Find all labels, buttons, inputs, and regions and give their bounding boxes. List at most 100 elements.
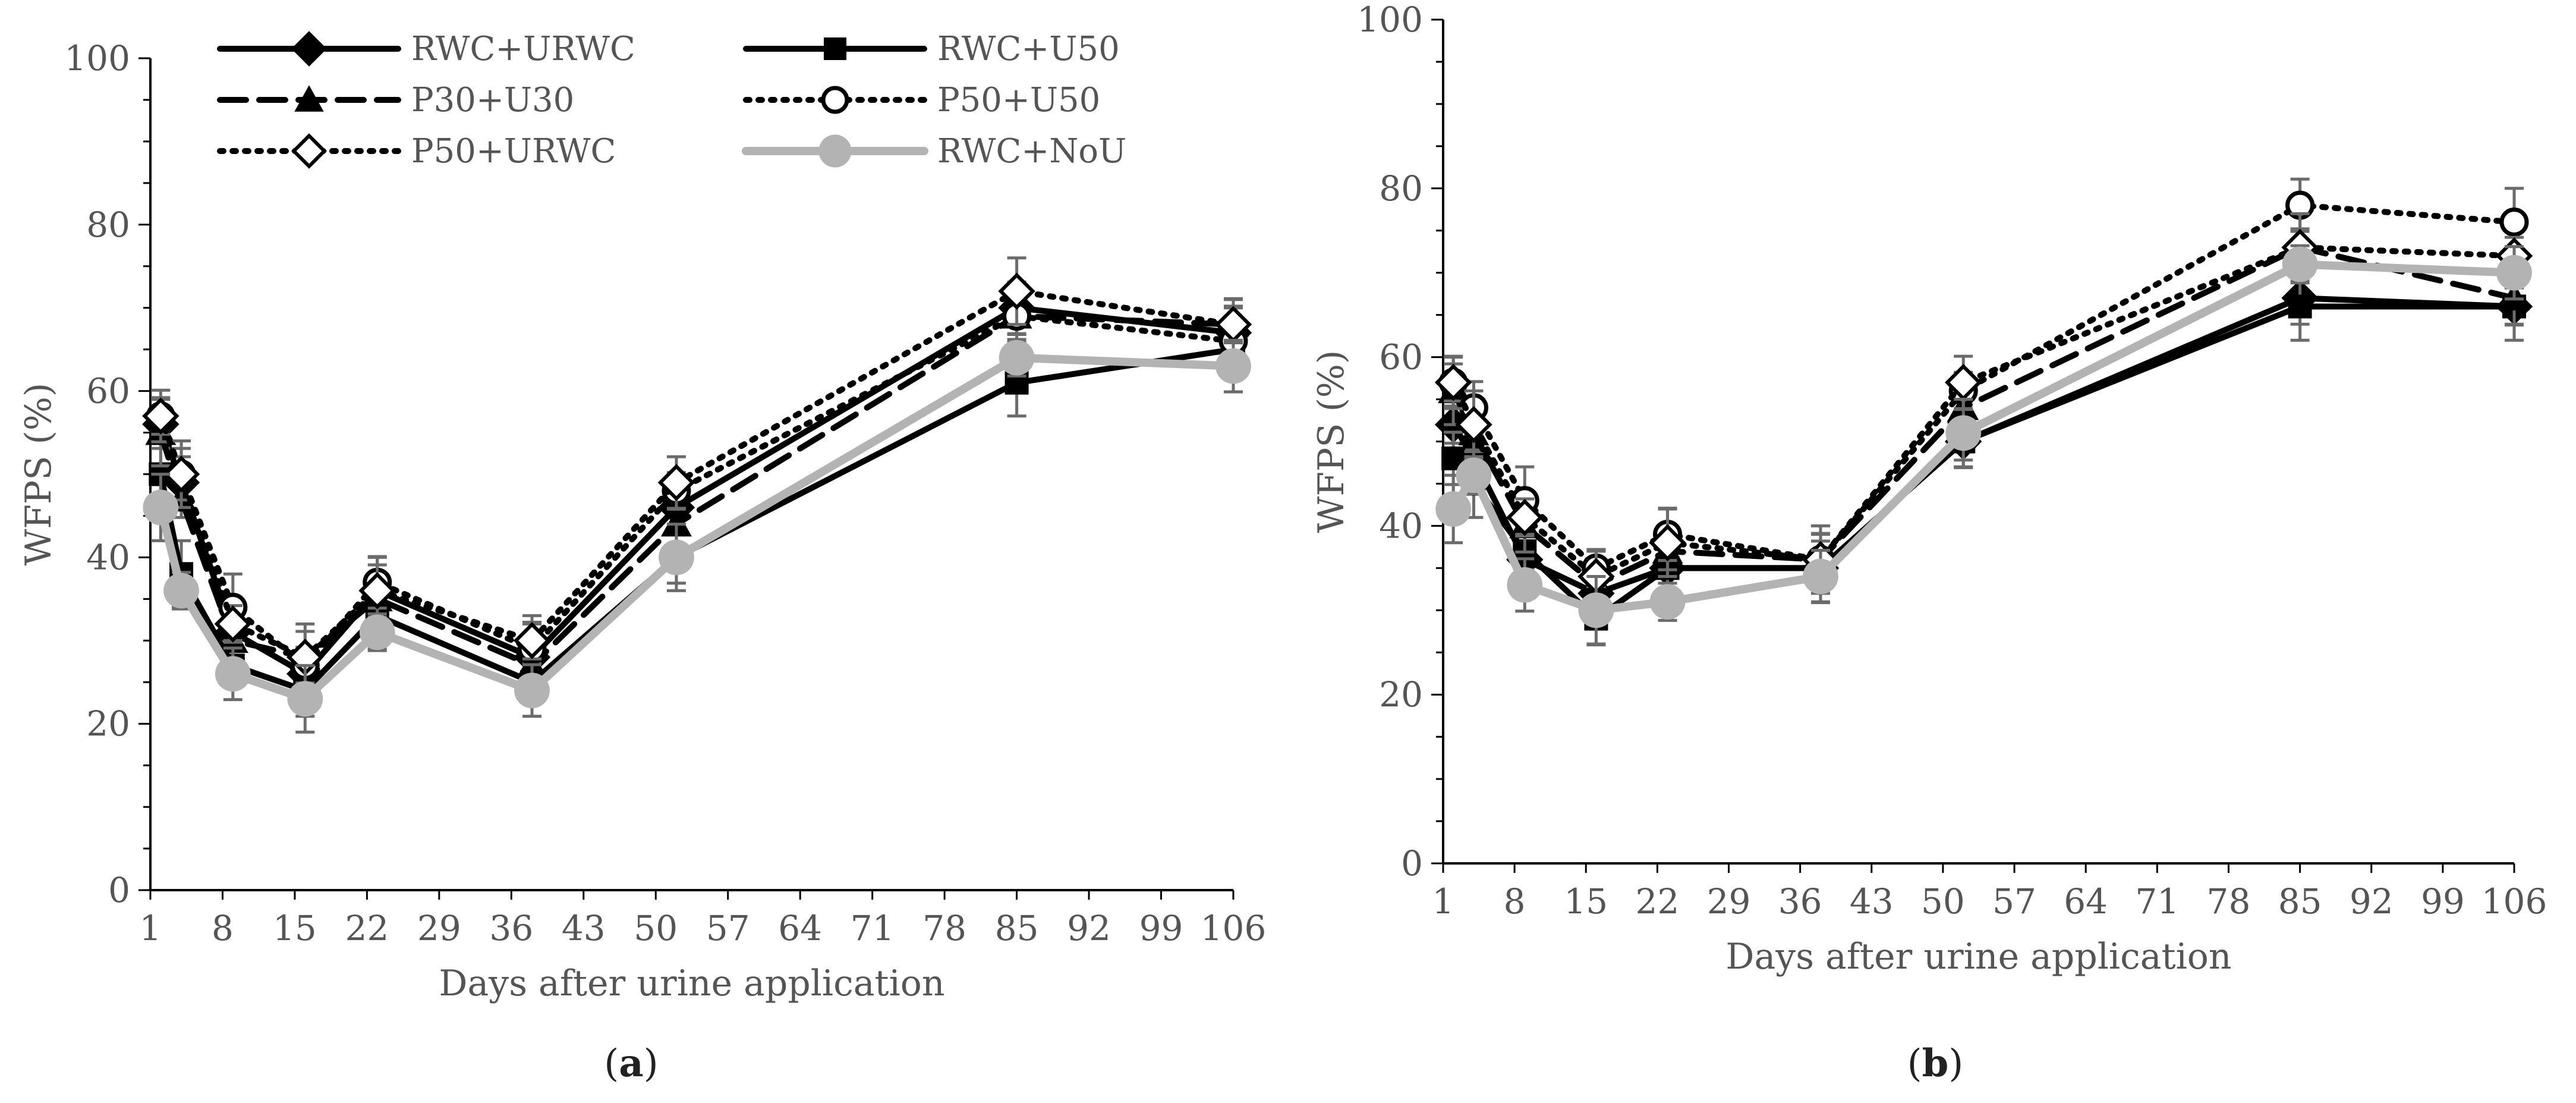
x-tick-label: 43 (1850, 881, 1894, 922)
x-tick-label: 29 (417, 908, 461, 948)
x-tick-label: 29 (1707, 881, 1751, 922)
x-tick-label: 36 (1778, 881, 1822, 922)
x-tick-label: 43 (562, 908, 606, 948)
legend-marker (821, 86, 849, 114)
data-point (1456, 457, 1492, 494)
data-point (998, 272, 1035, 310)
series-line (158, 313, 1236, 669)
panel-b-label-close: ) (1948, 1042, 1963, 1086)
panel-a-label-close: ) (644, 1042, 659, 1086)
x-tick-label: 1 (140, 908, 162, 948)
y-tick-label: 100 (64, 38, 130, 78)
x-tick-label: 78 (2207, 881, 2251, 922)
x-tick-label: 85 (995, 908, 1039, 948)
data-point (162, 455, 200, 493)
legend-marker (291, 31, 327, 67)
data-point (1803, 558, 1838, 595)
legend-item-rwc-nou: RWC+NoU (742, 132, 1126, 171)
x-tick-label: 106 (1201, 908, 1267, 948)
legend-label: P50+URWC (411, 132, 616, 171)
data-point (287, 681, 323, 717)
y-tick-label: 100 (1357, 0, 1423, 40)
series-line (1450, 295, 2517, 596)
x-tick-label: 78 (922, 908, 966, 948)
legend-marker (818, 134, 852, 168)
series-line (1450, 244, 2517, 580)
series-rwc-nou (1435, 244, 2532, 646)
series-line (158, 288, 1236, 661)
legend-marker (294, 85, 324, 112)
legend-item-p30-u30: P30+U30 (217, 81, 574, 120)
data-point (214, 605, 252, 643)
x-tick-label: 64 (2064, 881, 2108, 922)
legend-label: P30+U30 (411, 81, 574, 120)
legend-label: RWC+U50 (937, 30, 1120, 68)
legend-label: RWC+URWC (411, 30, 635, 68)
y-tick-label: 20 (86, 703, 130, 744)
data-point (359, 614, 395, 651)
x-tick-label: 71 (851, 908, 895, 948)
legend-marker (824, 37, 846, 60)
panel-b-label: (b) (1907, 1041, 1964, 1086)
x-tick-label: 1 (1432, 881, 1454, 922)
panel-a-chart: 0 20 40 60 80 100 1 8 15 22 29 36 43 50 57 64 71 78 85 92 99… (18, 38, 1266, 1004)
series-line (156, 353, 1237, 703)
y-tick-label: 60 (1379, 337, 1423, 378)
y-tick-label: 40 (86, 537, 130, 577)
data-point (1578, 592, 1614, 629)
legend-item-rwc-u50: RWC+U50 (743, 30, 1120, 68)
y-tick-label: 80 (86, 205, 130, 245)
x-tick-label: 8 (1504, 881, 1526, 922)
x-tick-label: 36 (489, 908, 533, 948)
data-point (513, 622, 551, 659)
panel-b-label-letter: b (1922, 1041, 1949, 1086)
x-tick-label: 8 (212, 908, 234, 948)
legend-label: P50+U50 (937, 81, 1100, 120)
data-point (660, 508, 692, 537)
x-tick-label: 71 (2135, 881, 2179, 922)
legend: RWC+URWC RWC+U50 P30+U30 P50+U50 P50+URWC RWC… (217, 30, 1126, 171)
data-point (2499, 208, 2529, 237)
panel-a-label-open: ( (604, 1042, 619, 1086)
legend-item-rwc-urwc: RWC+URWC (217, 30, 635, 68)
x-tick-label: 57 (1992, 881, 2036, 922)
data-point (1434, 363, 1472, 401)
x-tick-label: 50 (1921, 881, 1965, 922)
y-tick-label: 0 (108, 870, 130, 910)
x-tick-label: 99 (1139, 908, 1183, 948)
panel-b-label-open: ( (1907, 1042, 1922, 1086)
series-p50-u50 (1438, 177, 2529, 595)
x-tick-label: 22 (345, 908, 389, 948)
x-tick-label: 15 (273, 908, 317, 948)
y-tick-label: 20 (1379, 674, 1423, 715)
x-tick-label: 99 (2421, 881, 2465, 922)
data-point (215, 656, 251, 692)
x-tick-label: 85 (2278, 881, 2322, 922)
series-p50-urwc (1434, 212, 2533, 605)
panel-a-label-letter: a (619, 1041, 643, 1086)
data-point (2282, 246, 2318, 282)
legend-label: RWC+NoU (937, 132, 1126, 171)
data-point (142, 397, 179, 435)
series-rwc-nou (143, 338, 1251, 734)
data-point (1506, 498, 1544, 536)
legend-item-p50-u50: P50+U50 (743, 81, 1100, 120)
data-point (659, 539, 694, 576)
panel-a-label: (a) (604, 1041, 658, 1086)
y-axis-title: WFPS (%) (18, 383, 59, 566)
x-tick-label: 15 (1564, 881, 1608, 922)
y-tick-label: 80 (1379, 168, 1423, 209)
x-axis-title: Days after urine application (439, 963, 944, 1004)
x-tick-label: 22 (1635, 881, 1679, 922)
legend-item-p50-urwc: P50+URWC (217, 132, 616, 171)
data-point (2496, 254, 2532, 291)
y-axis-title: WFPS (%) (1311, 350, 1352, 533)
x-tick-label: 92 (2350, 881, 2394, 922)
data-point (2288, 294, 2312, 319)
data-point (143, 489, 179, 526)
data-point (1455, 406, 1492, 444)
panel-b-chart: 0 20 40 60 80 100 1 8 15 22 29 36 43 50 57 64 71 78 85 92 99… (1311, 0, 2547, 978)
data-point (1945, 415, 1982, 451)
data-point (1507, 567, 1543, 603)
